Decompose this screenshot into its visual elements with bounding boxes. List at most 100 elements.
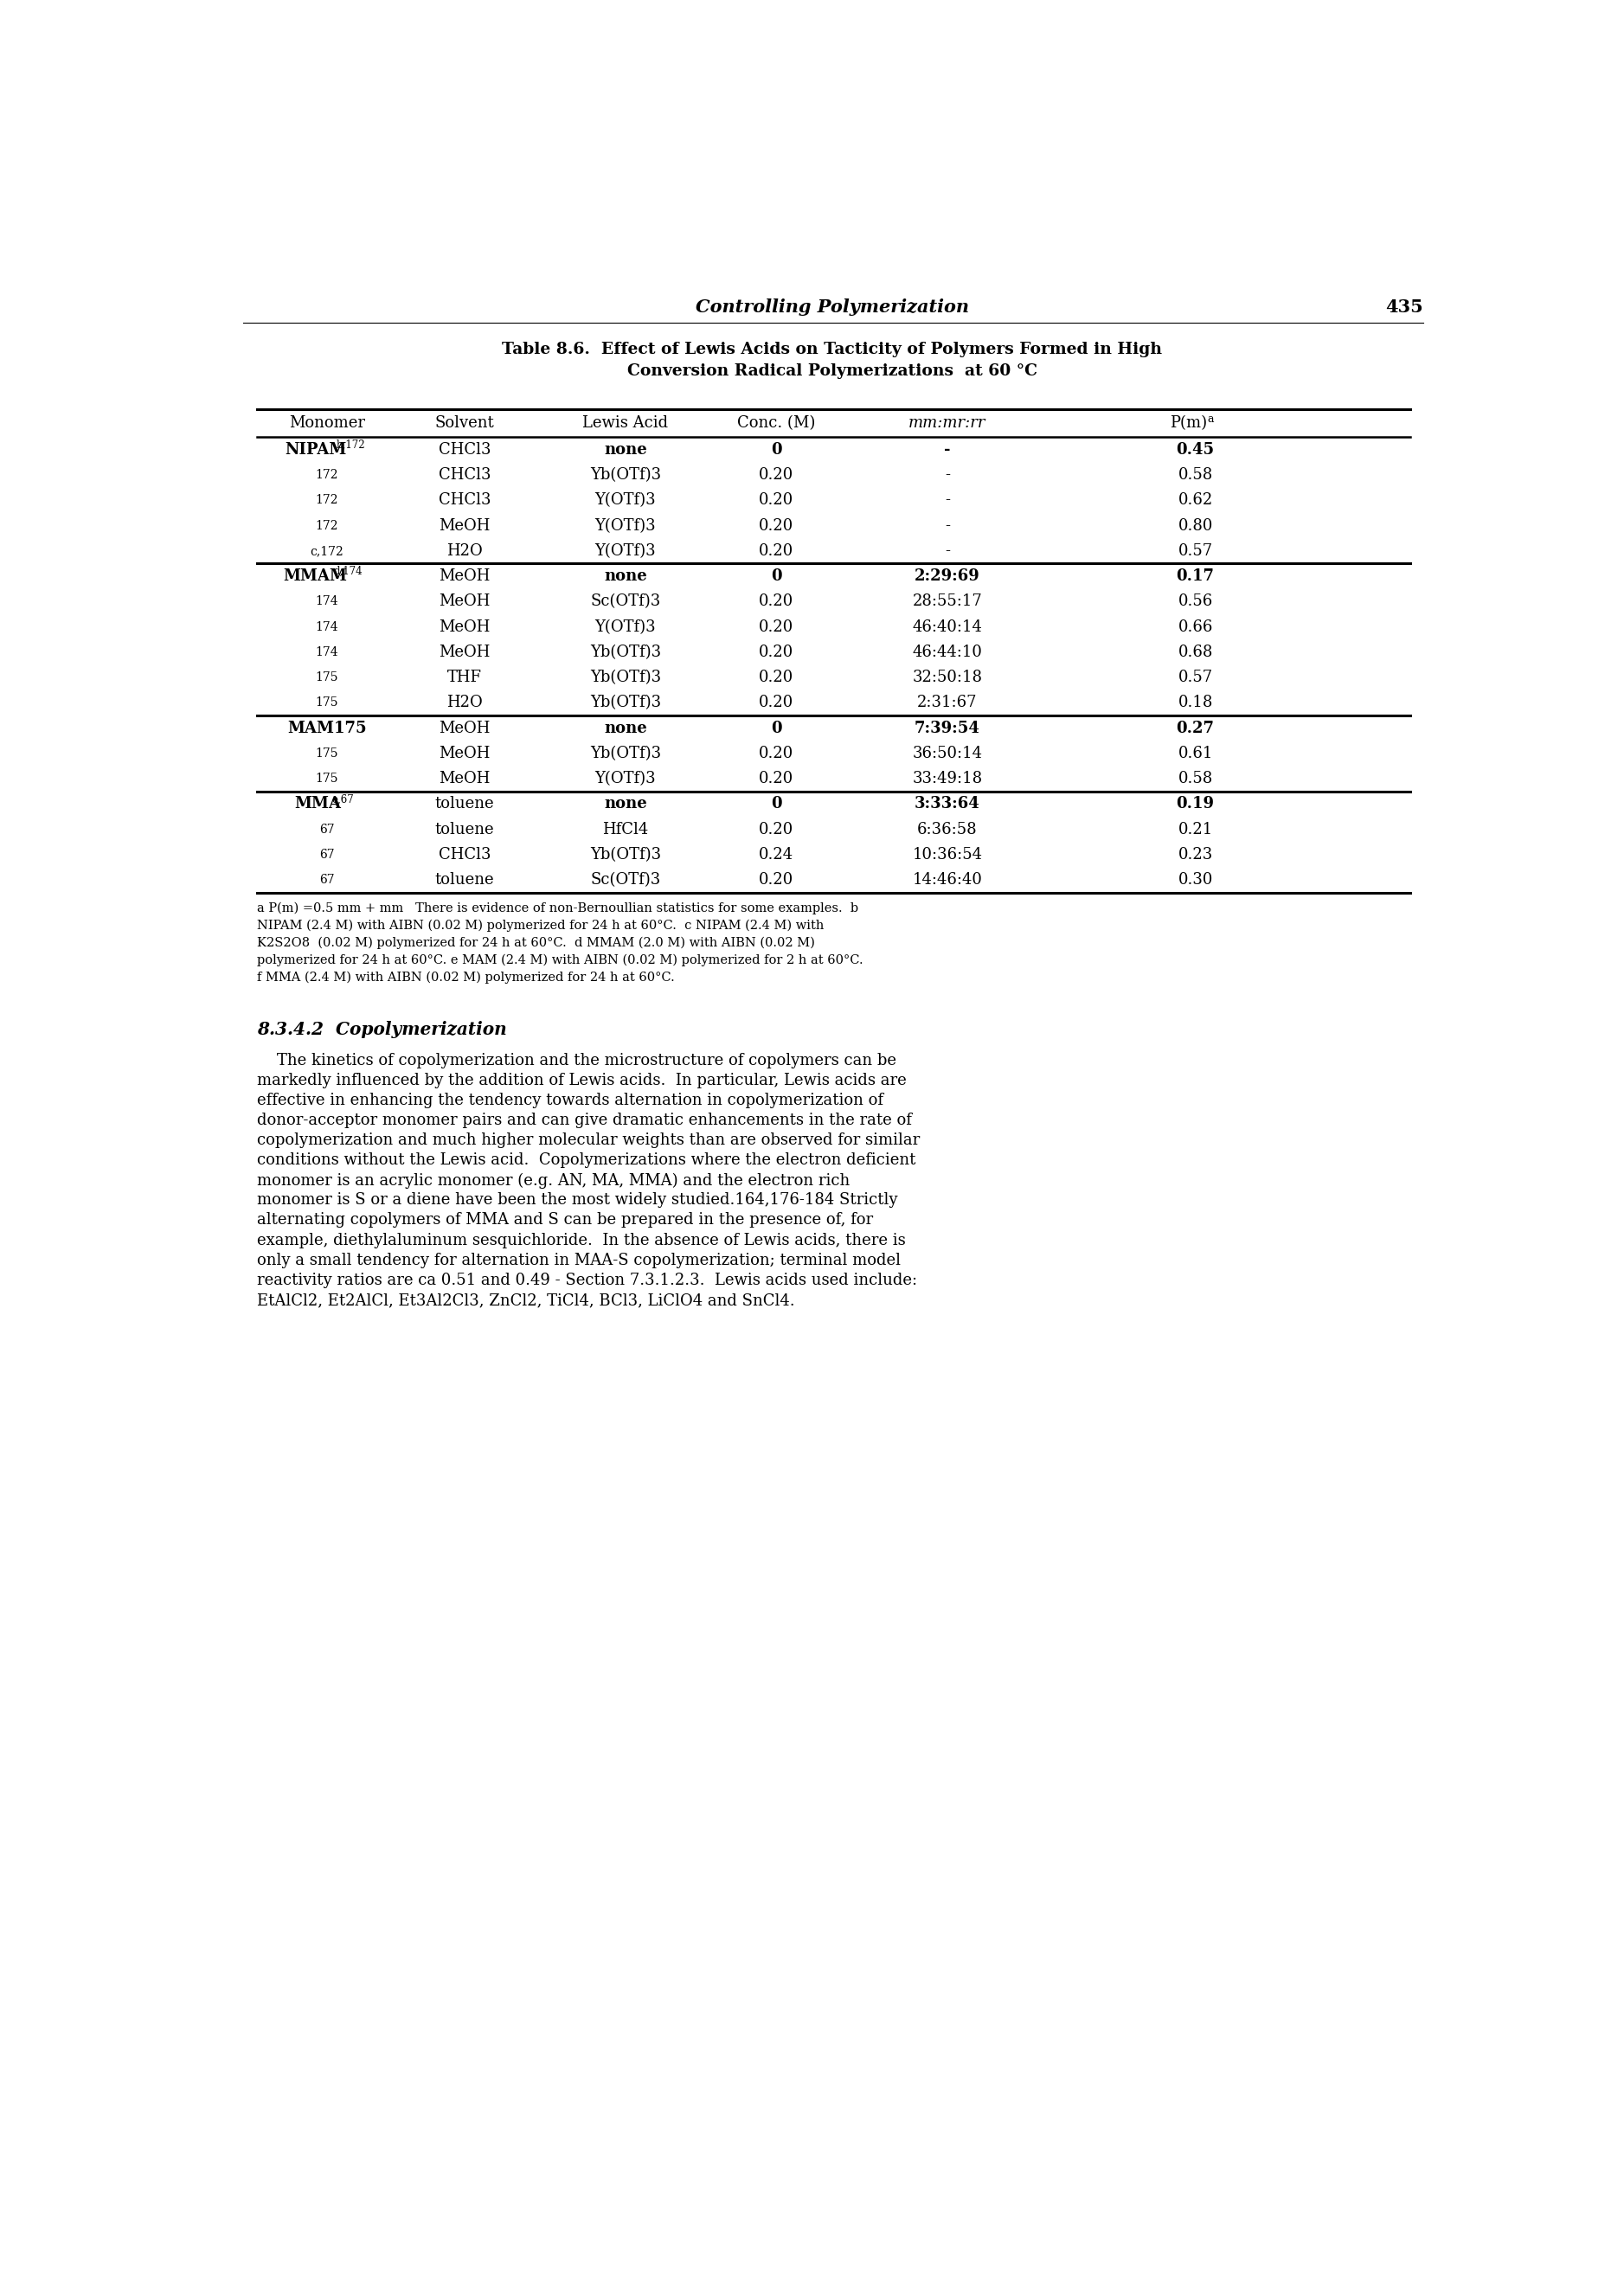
Text: Yb(OTf)3: Yb(OTf)3 (590, 695, 661, 711)
Text: Yb(OTf)3: Yb(OTf)3 (590, 645, 661, 661)
Text: 8.3.4.2  Copolymerization: 8.3.4.2 Copolymerization (257, 1020, 507, 1038)
Text: 0.20: 0.20 (758, 493, 794, 509)
Text: MeOH: MeOH (438, 772, 490, 786)
Text: CHCl3: CHCl3 (438, 847, 490, 863)
Text: example, diethylaluminum sesquichloride.  In the absence of Lewis acids, there i: example, diethylaluminum sesquichloride.… (257, 1233, 905, 1249)
Text: Conversion Radical Polymerizations  at 60 °C: Conversion Radical Polymerizations at 60… (627, 363, 1038, 379)
Text: 0: 0 (771, 443, 781, 456)
Text: a: a (1207, 413, 1213, 425)
Text: 10:36:54: 10:36:54 (913, 847, 983, 863)
Text: f MMA (2.4 M) with AIBN (0.02 M) polymerized for 24 h at 60°C.: f MMA (2.4 M) with AIBN (0.02 M) polymer… (257, 972, 674, 983)
Text: Yb(OTf)3: Yb(OTf)3 (590, 468, 661, 484)
Text: Sc(OTf)3: Sc(OTf)3 (590, 872, 661, 888)
Text: -: - (944, 443, 950, 456)
Text: The kinetics of copolymerization and the microstructure of copolymers can be: The kinetics of copolymerization and the… (257, 1051, 896, 1067)
Text: H2O: H2O (447, 695, 482, 711)
Text: copolymerization and much higher molecular weights than are observed for similar: copolymerization and much higher molecul… (257, 1133, 919, 1149)
Text: 67: 67 (320, 874, 335, 886)
Text: 0: 0 (771, 720, 781, 736)
Text: a P(m) =0.5 mm + mm   There is evidence of non-Bernoullian statistics for some e: a P(m) =0.5 mm + mm There is evidence of… (257, 902, 857, 915)
Text: 0.20: 0.20 (758, 695, 794, 711)
Text: H2O: H2O (447, 543, 482, 559)
Text: Controlling Polymerization: Controlling Polymerization (695, 298, 968, 316)
Text: 0.20: 0.20 (758, 468, 794, 484)
Text: MeOH: MeOH (438, 593, 490, 609)
Text: MeOH: MeOH (438, 568, 490, 584)
Text: 14:46:40: 14:46:40 (913, 872, 983, 888)
Text: 28:55:17: 28:55:17 (913, 593, 983, 609)
Text: 172: 172 (315, 495, 338, 506)
Text: toluene: toluene (435, 872, 494, 888)
Text: -: - (945, 543, 950, 559)
Text: 0: 0 (771, 568, 781, 584)
Text: Y(OTf)3: Y(OTf)3 (594, 493, 656, 509)
Text: 172: 172 (315, 520, 338, 531)
Text: monomer is S or a diene have been the most widely studied.164,176-184 Strictly: monomer is S or a diene have been the mo… (257, 1192, 898, 1208)
Text: 0.30: 0.30 (1177, 872, 1213, 888)
Text: 33:49:18: 33:49:18 (913, 772, 983, 786)
Text: 32:50:18: 32:50:18 (913, 670, 983, 686)
Text: Monomer: Monomer (289, 416, 365, 431)
Text: toluene: toluene (435, 822, 494, 838)
Text: 0.21: 0.21 (1177, 822, 1213, 838)
Text: 0.24: 0.24 (758, 847, 794, 863)
Text: MMA: MMA (294, 797, 341, 813)
Text: 0.20: 0.20 (758, 645, 794, 661)
Text: 174: 174 (315, 620, 338, 634)
Text: reactivity ratios are ca 0.51 and 0.49 - Section 7.3.1.2.3.  Lewis acids used in: reactivity ratios are ca 0.51 and 0.49 -… (257, 1272, 918, 1288)
Text: Yb(OTf)3: Yb(OTf)3 (590, 847, 661, 863)
Text: 0.68: 0.68 (1177, 645, 1213, 661)
Text: MeOH: MeOH (438, 620, 490, 634)
Text: 0.62: 0.62 (1177, 493, 1213, 509)
Text: 174: 174 (315, 647, 338, 659)
Text: Y(OTf)3: Y(OTf)3 (594, 518, 656, 534)
Text: none: none (604, 568, 646, 584)
Text: none: none (604, 720, 646, 736)
Text: donor-acceptor monomer pairs and can give dramatic enhancements in the rate of: donor-acceptor monomer pairs and can giv… (257, 1113, 911, 1129)
Text: MeOH: MeOH (438, 720, 490, 736)
Text: Conc. (M): Conc. (M) (737, 416, 815, 431)
Text: THF: THF (447, 670, 482, 686)
Text: e,67: e,67 (331, 795, 354, 806)
Text: 0.57: 0.57 (1177, 670, 1213, 686)
Text: 67: 67 (320, 824, 335, 836)
Text: 0.61: 0.61 (1177, 745, 1213, 761)
Text: 6:36:58: 6:36:58 (918, 822, 978, 838)
Text: Yb(OTf)3: Yb(OTf)3 (590, 745, 661, 761)
Text: Y(OTf)3: Y(OTf)3 (594, 543, 656, 559)
Text: 172: 172 (315, 470, 338, 481)
Text: CHCl3: CHCl3 (438, 468, 490, 484)
Text: CHCl3: CHCl3 (438, 443, 490, 456)
Text: EtAlCl2, Et2AlCl, Et3Al2Cl3, ZnCl2, TiCl4, BCl3, LiClO4 and SnCl4.: EtAlCl2, Et2AlCl, Et3Al2Cl3, ZnCl2, TiCl… (257, 1292, 794, 1308)
Text: 2:31:67: 2:31:67 (918, 695, 978, 711)
Text: NIPAM: NIPAM (284, 443, 346, 456)
Text: CHCl3: CHCl3 (438, 493, 490, 509)
Text: 0.23: 0.23 (1177, 847, 1213, 863)
Text: Table 8.6.  Effect of Lewis Acids on Tacticity of Polymers Formed in High: Table 8.6. Effect of Lewis Acids on Tact… (502, 341, 1163, 357)
Text: only a small tendency for alternation in MAA-S copolymerization; terminal model: only a small tendency for alternation in… (257, 1251, 900, 1267)
Text: MAM175: MAM175 (287, 720, 367, 736)
Text: 174: 174 (315, 595, 338, 609)
Text: -: - (945, 468, 950, 484)
Text: 0.20: 0.20 (758, 593, 794, 609)
Text: K2S2O8  (0.02 M) polymerized for 24 h at 60°C.  d MMAM (2.0 M) with AIBN (0.02 M: K2S2O8 (0.02 M) polymerized for 24 h at … (257, 936, 815, 949)
Text: 0.57: 0.57 (1177, 543, 1213, 559)
Text: 0.20: 0.20 (758, 772, 794, 786)
Text: Lewis Acid: Lewis Acid (583, 416, 669, 431)
Text: MeOH: MeOH (438, 745, 490, 761)
Text: 0.20: 0.20 (758, 822, 794, 838)
Text: Y(OTf)3: Y(OTf)3 (594, 772, 656, 786)
Text: 175: 175 (315, 747, 338, 759)
Text: -: - (945, 493, 950, 509)
Text: Sc(OTf)3: Sc(OTf)3 (590, 593, 661, 609)
Text: Y(OTf)3: Y(OTf)3 (594, 620, 656, 634)
Text: 0.27: 0.27 (1176, 720, 1215, 736)
Text: MMAM: MMAM (283, 568, 348, 584)
Text: MeOH: MeOH (438, 518, 490, 534)
Text: 46:40:14: 46:40:14 (913, 620, 983, 634)
Text: 0.20: 0.20 (758, 543, 794, 559)
Text: MeOH: MeOH (438, 645, 490, 661)
Text: 0.18: 0.18 (1177, 695, 1213, 711)
Text: 0.66: 0.66 (1177, 620, 1213, 634)
Text: 0.45: 0.45 (1176, 443, 1215, 456)
